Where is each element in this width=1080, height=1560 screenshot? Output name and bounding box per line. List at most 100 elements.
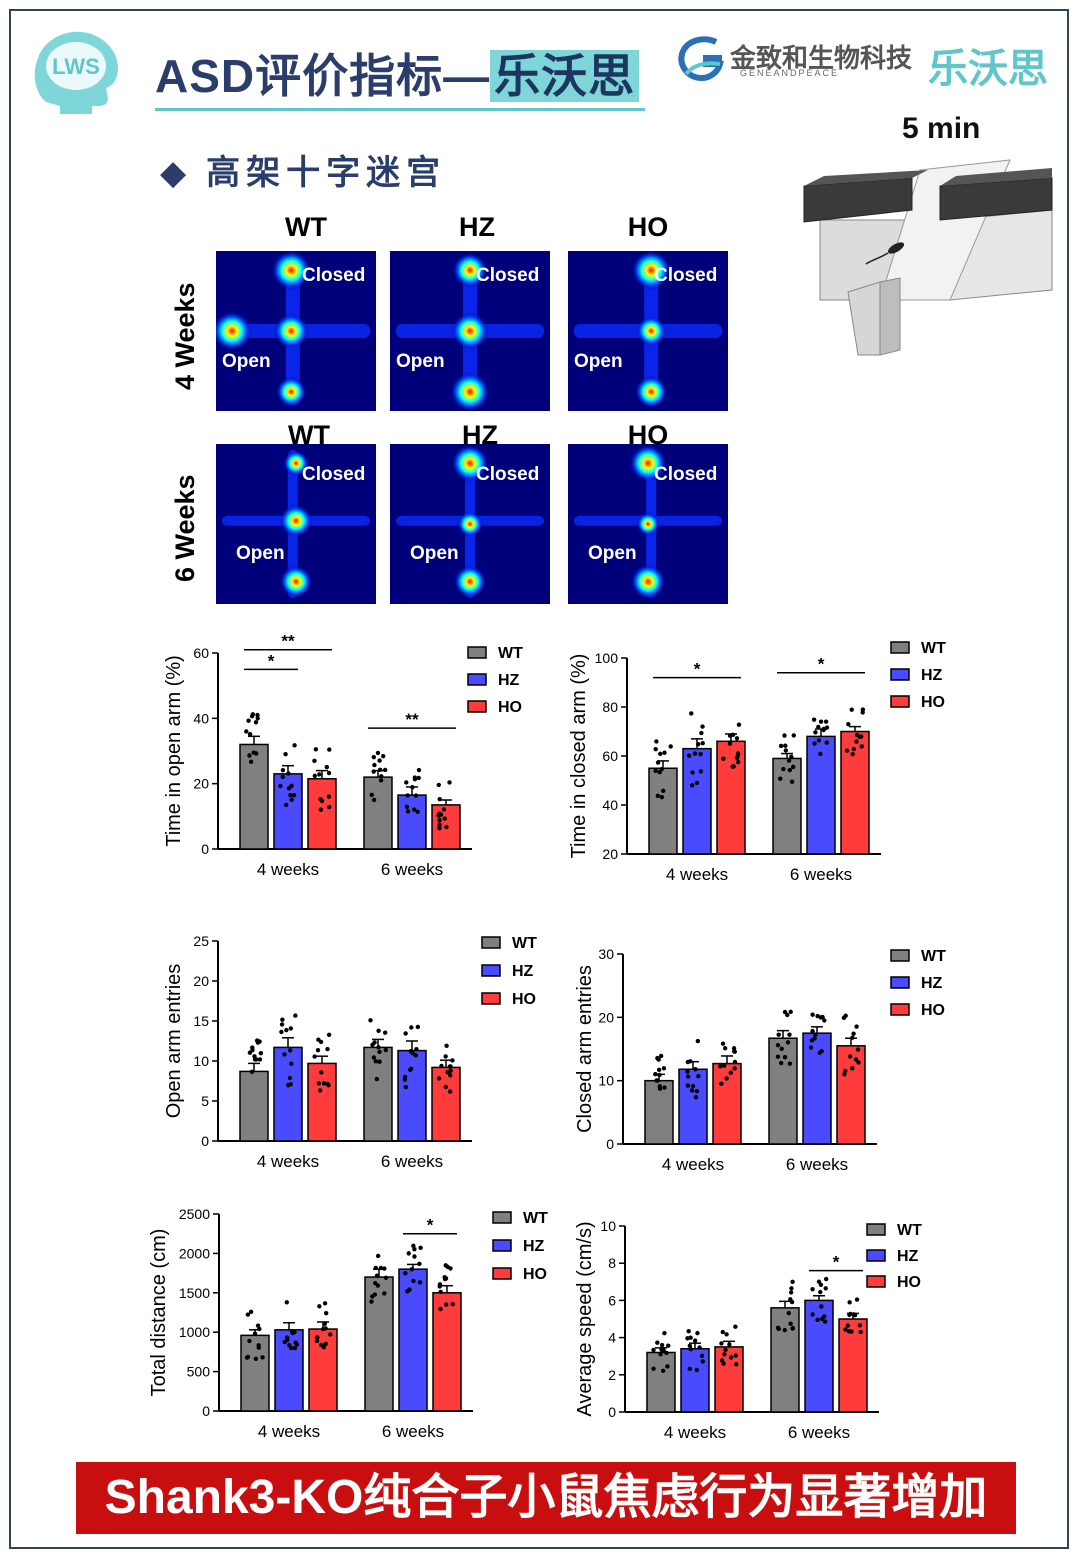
data-point <box>850 1066 855 1071</box>
data-point <box>318 797 323 802</box>
bar-ho-4-weeks <box>714 1346 744 1413</box>
data-point <box>410 785 415 790</box>
data-point <box>438 1289 443 1295</box>
y-tick-label: 20 <box>602 846 618 862</box>
bar-ho-4-weeks <box>712 1062 742 1145</box>
data-point <box>328 1332 333 1337</box>
data-point <box>659 766 664 772</box>
data-point <box>406 1251 411 1256</box>
data-point <box>686 1328 691 1334</box>
data-point <box>724 1332 729 1337</box>
data-point <box>316 1037 321 1042</box>
company-logo-icon <box>678 36 724 82</box>
data-point <box>720 1041 726 1046</box>
data-point <box>408 1066 414 1072</box>
data-point <box>439 1063 444 1069</box>
legend-swatch-hz <box>890 976 910 989</box>
legend-swatch-wt <box>890 949 910 962</box>
error-bar <box>248 1062 260 1072</box>
data-point <box>859 734 864 739</box>
data-point <box>848 1311 853 1317</box>
heatmap-6-weeks-ho: Closed Open <box>568 444 728 604</box>
data-point <box>824 725 830 730</box>
x-category-label: 6 weeks <box>790 865 852 884</box>
legend-label-ho: HO <box>921 694 945 711</box>
data-point <box>790 1325 796 1331</box>
data-point <box>443 1302 449 1307</box>
data-point <box>655 760 661 765</box>
open-arm-label: Open <box>236 543 285 564</box>
data-point <box>813 730 818 735</box>
legend-swatch-ho <box>866 1275 886 1288</box>
data-point <box>690 770 695 775</box>
data-point <box>689 711 694 716</box>
open-arm-label: Open <box>410 543 459 564</box>
data-point <box>443 1276 449 1281</box>
data-point <box>326 794 332 799</box>
data-point <box>404 780 409 785</box>
data-point <box>408 1049 414 1054</box>
data-point <box>662 1330 667 1336</box>
data-point <box>808 1045 814 1050</box>
data-point <box>655 793 661 798</box>
legend-label-hz: HZ <box>523 1238 545 1255</box>
y-axis-label: Time in open arm (%) <box>163 655 185 847</box>
bar-wt-6-weeks <box>364 1276 394 1412</box>
data-point <box>728 1355 734 1360</box>
data-point <box>786 1310 791 1316</box>
heatmap-col-label-ho: HO <box>627 212 669 242</box>
data-point <box>437 826 442 831</box>
data-point <box>255 712 260 718</box>
data-point <box>403 1085 409 1090</box>
data-point <box>734 736 740 741</box>
data-point <box>368 1018 373 1023</box>
data-point <box>378 1265 384 1271</box>
data-point <box>731 1049 737 1054</box>
bar-hz-6-weeks <box>804 1299 834 1413</box>
bar-hz-4-weeks <box>273 773 303 850</box>
data-point <box>778 776 783 781</box>
closed-arm-label: Closed <box>302 464 365 485</box>
y-tick-label: 100 <box>595 650 619 666</box>
data-point <box>417 1261 422 1267</box>
data-point <box>699 730 704 736</box>
data-point <box>287 1343 292 1348</box>
legend-swatch-wt <box>481 936 501 949</box>
closed-arm-label: Closed <box>654 265 717 286</box>
data-point <box>694 780 700 786</box>
data-point <box>788 1009 793 1015</box>
data-point <box>789 1286 794 1291</box>
y-tick-label: 8 <box>608 1255 616 1271</box>
y-axis-label: Total distance (cm) <box>148 1229 170 1397</box>
data-point <box>377 1059 382 1064</box>
data-point <box>668 744 673 749</box>
data-point <box>779 1060 784 1066</box>
bar-hz-4-weeks <box>682 747 712 855</box>
maze-apparatus-illustration <box>803 159 1053 356</box>
data-point <box>734 1362 739 1367</box>
page-title-main: ASD评价指标— <box>155 50 491 102</box>
data-point <box>377 1049 382 1055</box>
error-bar <box>248 735 260 745</box>
legend-swatch-hz <box>467 673 487 686</box>
data-point <box>413 793 419 798</box>
data-point <box>321 1081 327 1086</box>
data-point <box>849 1329 854 1334</box>
data-point <box>782 1055 788 1060</box>
data-point <box>693 1094 699 1100</box>
data-point <box>822 1018 827 1023</box>
data-point <box>450 1058 455 1063</box>
error-bar <box>689 1342 701 1349</box>
data-point <box>688 1346 693 1352</box>
data-point <box>785 1012 790 1018</box>
data-point <box>812 741 817 746</box>
data-point <box>315 1335 320 1340</box>
data-point <box>787 1032 792 1037</box>
data-point <box>249 1069 255 1074</box>
bar-wt-4-weeks <box>646 1351 676 1413</box>
data-point <box>312 758 317 764</box>
bar-wt-6-weeks <box>363 776 393 850</box>
bar-ho-6-weeks <box>838 1318 868 1413</box>
